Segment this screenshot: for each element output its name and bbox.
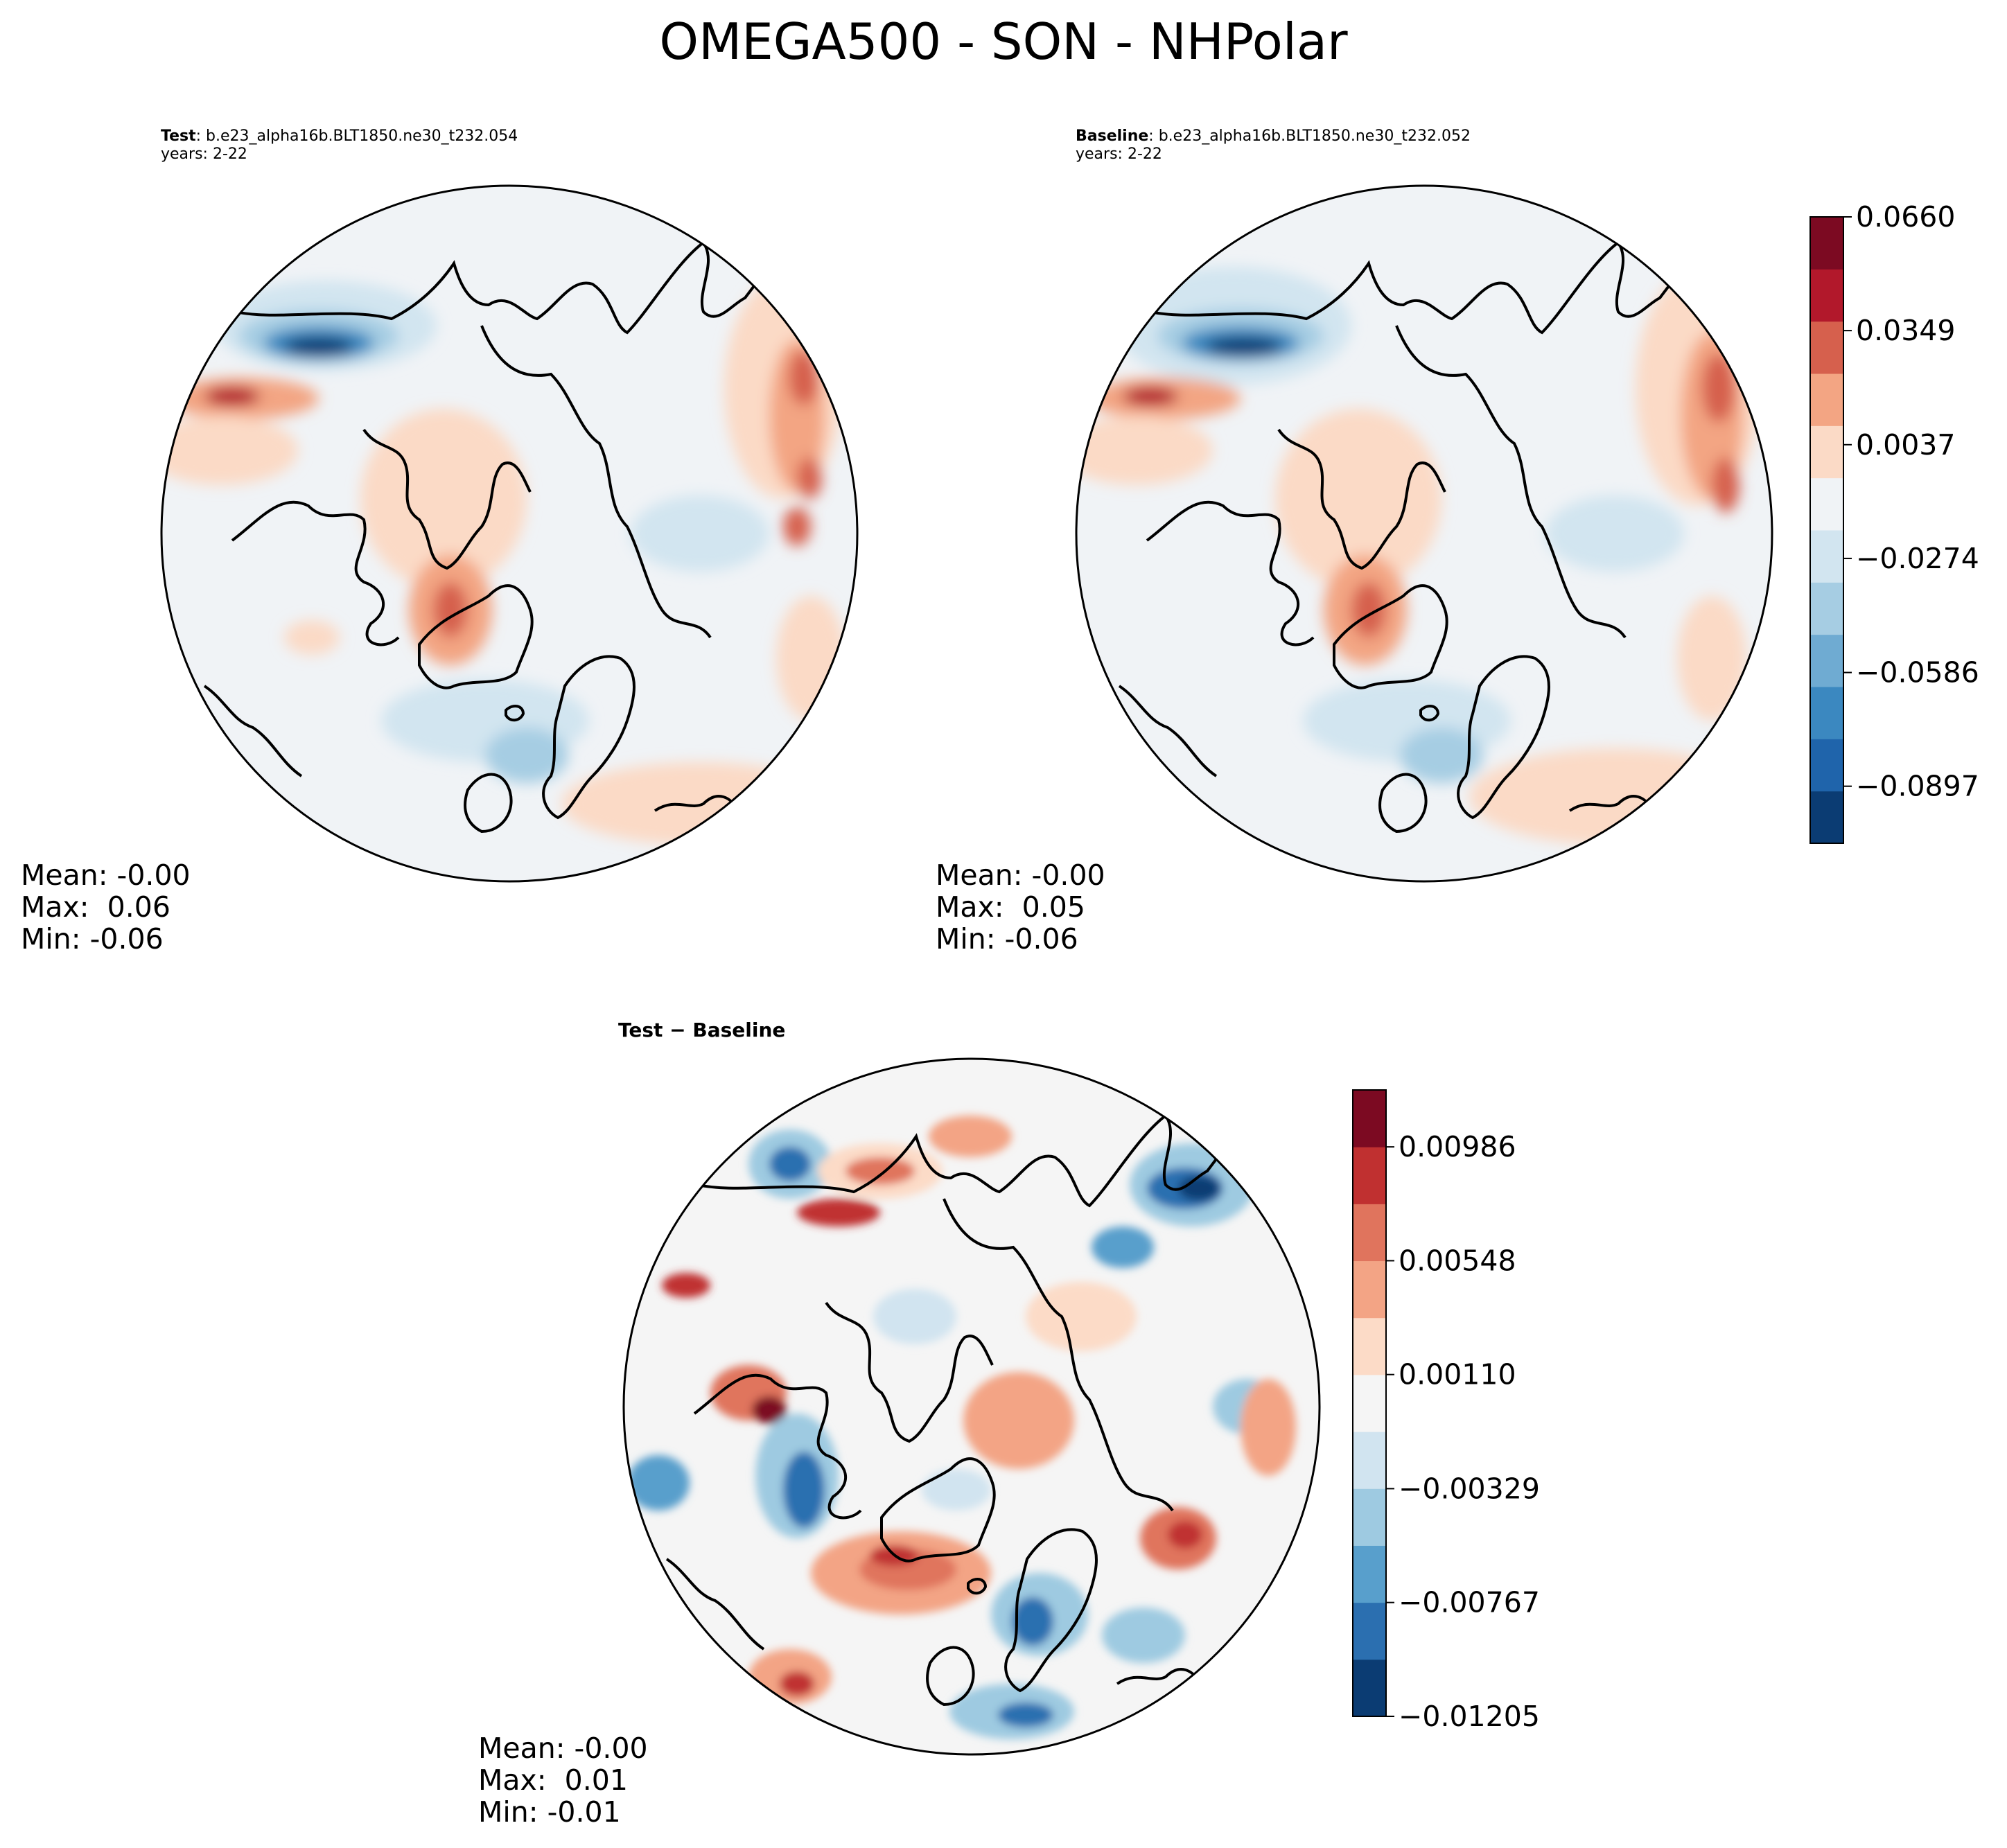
test-subtitle: Test: b.e23_alpha16b.BLT1850.ne30_t232.0… xyxy=(161,127,518,164)
diff-colorbar-tick-label: 0.00110 xyxy=(1399,1358,1516,1391)
baseline-stats: Mean: -0.00 Max: 0.05 Min: -0.06 xyxy=(936,859,1105,955)
diff-colorbar-segment xyxy=(1353,1545,1386,1603)
diff-colorbar-segment xyxy=(1353,1602,1386,1660)
diff-colorbar-tick-label: −0.01205 xyxy=(1399,1700,1540,1733)
test-label: Test xyxy=(161,127,196,145)
test-baseline-colorbar-segment xyxy=(1810,634,1843,687)
diff-colorbar: 0.00986 0.00548 0.00110 −0.00329 −0.00767 −0.… xyxy=(1352,1089,1540,1733)
diff-colorbar-segment xyxy=(1353,1147,1386,1204)
test-baseline-colorbar-tick-label: 0.0037 xyxy=(1856,428,1955,461)
test-max: Max: 0.06 xyxy=(21,890,170,924)
diff-colorbar-segment xyxy=(1353,1659,1386,1717)
test-baseline-colorbar: 0.0660 0.0349 0.0037 −0.0274 −0.0586 −0.0897 xyxy=(1809,200,1979,844)
test-baseline-colorbar-segment xyxy=(1810,217,1843,270)
test-baseline-colorbar-segment xyxy=(1810,477,1843,531)
test-baseline-colorbar-segment xyxy=(1810,791,1843,844)
diff-colorbar-segment xyxy=(1353,1204,1386,1262)
test-baseline-colorbar-segment xyxy=(1810,321,1843,374)
figure-title: OMEGA500 - SON - NHPolar xyxy=(659,12,1348,71)
test-baseline-colorbar-tick-label: −0.0274 xyxy=(1856,542,1979,575)
baseline-min: Min: -0.06 xyxy=(936,922,1078,956)
diff-colorbar-segment xyxy=(1353,1374,1386,1432)
test-baseline-colorbar-segment xyxy=(1810,530,1843,583)
diff-colorbar-tick-label: 0.00548 xyxy=(1399,1244,1516,1277)
baseline-years: years: 2-22 xyxy=(1076,146,1162,163)
diff-stats: Mean: -0.00 Max: 0.01 Min: -0.01 xyxy=(478,1732,648,1828)
baseline-label: Baseline xyxy=(1076,127,1149,145)
test-baseline-colorbar-segment xyxy=(1810,373,1843,426)
test-mean: Mean: -0.00 xyxy=(21,859,191,892)
diff-colorbar-frame xyxy=(1352,1089,1387,1717)
diff-mean: Mean: -0.00 xyxy=(478,1732,648,1765)
baseline-case-name: : b.e23_alpha16b.BLT1850.ne30_t232.052 xyxy=(1148,127,1471,145)
test-baseline-colorbar-tick-label: 0.0660 xyxy=(1856,200,1955,234)
test-baseline-colorbar-tick-label: −0.0586 xyxy=(1856,656,1979,689)
test-map xyxy=(160,184,859,883)
test-baseline-colorbar-segment xyxy=(1810,425,1843,479)
diff-min: Min: -0.01 xyxy=(478,1795,621,1829)
test-baseline-colorbar-segment xyxy=(1810,739,1843,792)
diff-colorbar-segment xyxy=(1353,1260,1386,1319)
baseline-map xyxy=(1075,184,1773,883)
test-years: years: 2-22 xyxy=(161,146,247,163)
baseline-mean: Mean: -0.00 xyxy=(936,859,1105,892)
diff-colorbar-segment xyxy=(1353,1317,1386,1375)
baseline-field-contours xyxy=(1076,267,1760,845)
test-baseline-colorbar-tick-label: −0.0897 xyxy=(1856,770,1979,803)
diff-colorbar-segment xyxy=(1353,1432,1386,1489)
diff-colorbar-tick-label: −0.00767 xyxy=(1399,1586,1540,1619)
diff-map xyxy=(622,1057,1321,1756)
test-min: Min: -0.06 xyxy=(21,922,164,956)
test-baseline-colorbar-tick-label: 0.0349 xyxy=(1856,314,1955,347)
diff-max: Max: 0.01 xyxy=(478,1763,628,1797)
test-stats: Mean: -0.00 Max: 0.06 Min: -0.06 xyxy=(21,859,191,955)
diff-colorbar-tick-label: −0.00329 xyxy=(1399,1472,1540,1505)
diff-colorbar-tick-label: 0.00986 xyxy=(1399,1130,1516,1163)
baseline-subtitle: Baseline: b.e23_alpha16b.BLT1850.ne30_t2… xyxy=(1076,127,1471,164)
test-baseline-colorbar-frame xyxy=(1809,216,1844,844)
test-baseline-colorbar-segment xyxy=(1810,687,1843,739)
diff-title: Test − Baseline xyxy=(618,1019,786,1041)
test-baseline-colorbar-segment xyxy=(1810,582,1843,635)
diff-colorbar-segment xyxy=(1353,1488,1386,1546)
test-baseline-colorbar-segment xyxy=(1810,269,1843,322)
test-case-name: : b.e23_alpha16b.BLT1850.ne30_t232.054 xyxy=(195,127,518,145)
diff-colorbar-segment xyxy=(1353,1090,1386,1147)
baseline-max: Max: 0.05 xyxy=(936,890,1085,924)
